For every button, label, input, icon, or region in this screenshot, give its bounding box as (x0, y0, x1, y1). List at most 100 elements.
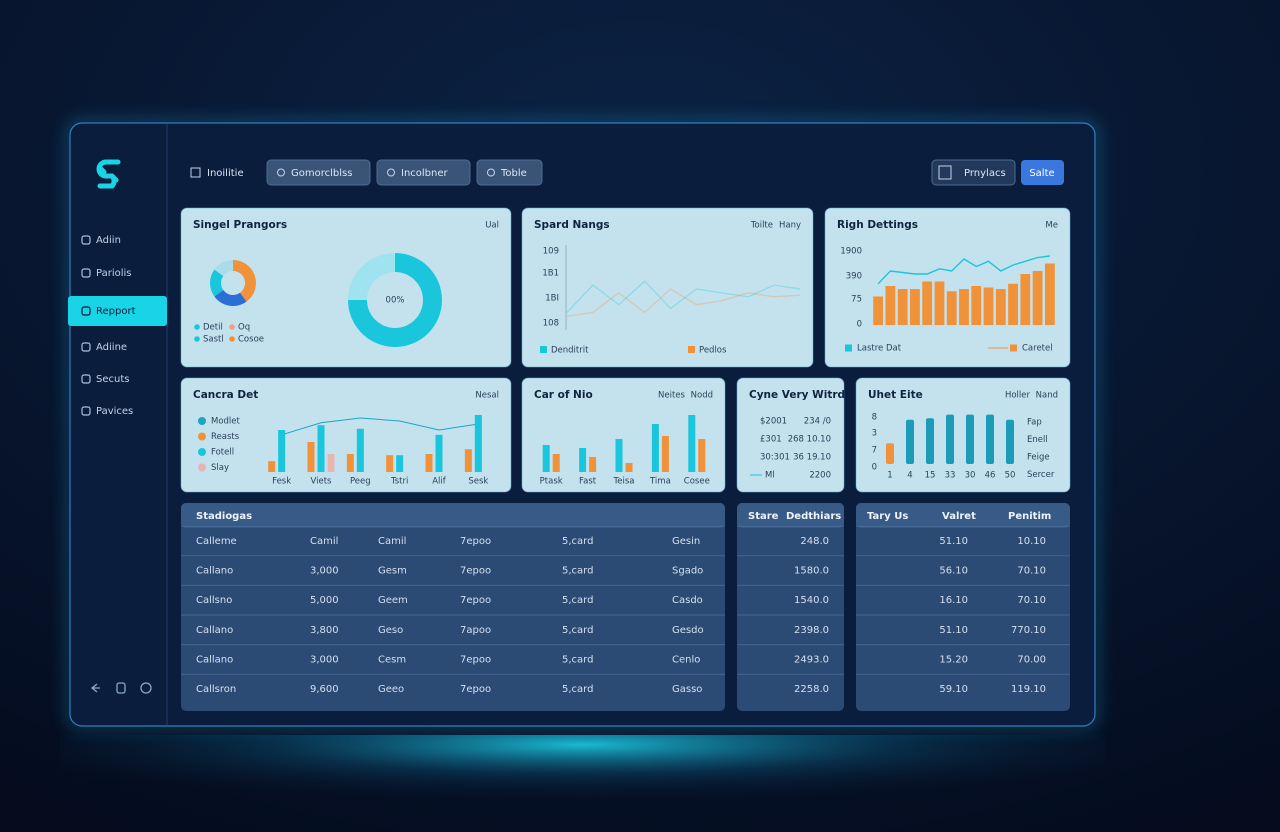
x-label: 4 (907, 471, 912, 481)
table-cell: 70.10 (1017, 566, 1046, 577)
bar (615, 439, 623, 472)
table-cell: Gasso (672, 684, 702, 695)
tab-button[interactable] (376, 159, 471, 186)
bar (873, 296, 884, 325)
bar (425, 454, 433, 472)
table-cell: 2493.0 (794, 654, 829, 665)
bar (307, 442, 315, 472)
action-button[interactable] (931, 159, 1016, 186)
table-cell: 9,600 (310, 684, 339, 695)
legend-icon (198, 417, 206, 425)
legend-label: Pedlos (699, 346, 727, 356)
bar (542, 445, 550, 472)
bar (934, 281, 945, 325)
bar (396, 455, 404, 472)
table-header (181, 503, 725, 528)
line-series (566, 280, 801, 313)
bar (278, 430, 286, 472)
legend-label: Modlet (211, 417, 241, 427)
card-title: Cyne Very Witrd (749, 389, 845, 401)
legend-icon (198, 463, 206, 472)
bar (552, 454, 560, 472)
bar (474, 415, 482, 472)
bar (386, 455, 394, 472)
table-cell: 16.10 (939, 595, 968, 606)
table-cell: 7epoo (460, 566, 491, 577)
table-cell: 3,000 (310, 654, 339, 665)
settings-icon[interactable] (140, 682, 152, 694)
primary-label: Salte (1029, 168, 1054, 179)
table-cell: 770.10 (1011, 625, 1046, 636)
table-cell: 5,card (562, 566, 593, 577)
bar (1006, 419, 1014, 464)
side-label: Feige (1027, 453, 1050, 463)
y-label: 108 (543, 319, 559, 329)
sidebar-footer-icons (90, 682, 152, 694)
card (736, 377, 845, 493)
table-cell: Camil (378, 536, 406, 547)
table-cell: 5,card (562, 595, 593, 606)
nav-item: Secuts (96, 374, 129, 385)
card (521, 207, 814, 368)
table-cell: Casdo (672, 595, 703, 606)
bar (986, 414, 994, 464)
table-cell: Geem (378, 595, 408, 606)
bar (959, 289, 969, 325)
tab-button[interactable] (476, 159, 543, 186)
legend-swatch (540, 346, 547, 353)
table (181, 503, 725, 711)
table-cell: 7epoo (460, 536, 491, 547)
bar (661, 436, 669, 472)
table-header-cell: Stadiogas (196, 511, 252, 522)
nav-icon (81, 342, 91, 352)
card-tag: Hany (779, 221, 801, 231)
table-cell: 5,card (562, 684, 593, 695)
back-icon[interactable] (90, 683, 100, 693)
nav-icon (81, 374, 91, 384)
line-series (281, 417, 479, 436)
x-label: 46 (985, 471, 996, 481)
table-cell: 7epoo (460, 684, 491, 695)
primary-button[interactable] (1021, 160, 1064, 185)
row-value: 2200 (809, 471, 831, 481)
table-header-cell: Stare (748, 511, 779, 522)
tab-icon (277, 168, 285, 177)
x-label: Sesk (468, 477, 488, 487)
bar (906, 419, 914, 464)
bar (356, 428, 364, 472)
table-cell: 7epoo (460, 654, 491, 665)
logo (96, 159, 121, 189)
y-label: 0 (872, 463, 877, 473)
y-label: 75 (851, 295, 862, 305)
x-label: Peeg (350, 477, 371, 487)
side-label: Enell (1027, 435, 1048, 445)
table-cell: Callsno (196, 595, 232, 606)
action-label: Prnylacs (964, 168, 1006, 179)
legend-label: Fotell (211, 448, 234, 458)
row-value: 268 10.10 (788, 435, 831, 445)
legend-label: Denditrit (551, 346, 589, 356)
nav-active-bg (68, 296, 167, 326)
table-cell: 1580.0 (794, 566, 829, 577)
page-icon[interactable] (116, 682, 126, 694)
action-icon (938, 165, 952, 180)
donut-segment (214, 260, 233, 276)
card-tag-accent: Holler (1005, 391, 1031, 401)
nav-item: Repport (96, 306, 136, 317)
bar (966, 414, 974, 464)
tab-button[interactable] (266, 159, 371, 186)
x-label: Viets (311, 477, 333, 487)
legend-label: Detil (203, 323, 223, 333)
table-cell: Callano (196, 566, 233, 577)
y-label: 3 (872, 429, 877, 439)
table-cell: 3,800 (310, 625, 339, 636)
x-label: 33 (945, 471, 956, 481)
legend-dot (229, 336, 235, 342)
bar (688, 415, 696, 472)
x-label: Fast (579, 477, 597, 487)
legend-label: Caretel (1022, 344, 1053, 354)
bar (346, 454, 354, 472)
table-header-cell: Valret (942, 511, 976, 522)
